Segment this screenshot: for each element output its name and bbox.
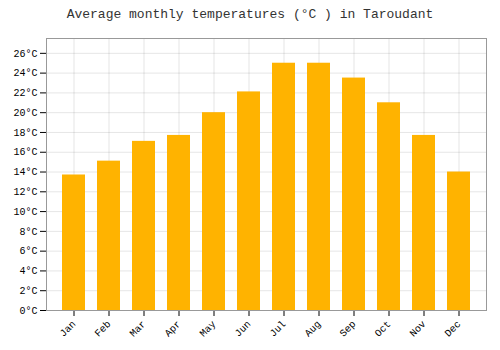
svg-text:Mar: Mar (128, 319, 149, 340)
svg-text:26°C: 26°C (13, 49, 37, 60)
svg-text:4°C: 4°C (19, 266, 37, 277)
svg-text:16°C: 16°C (13, 147, 37, 158)
html-text:Average monthly temperatures (: Average monthly temperatures (°C ) in Ta… (66, 7, 434, 22)
svg-text:20°C: 20°C (13, 108, 37, 119)
svg-text:14°C: 14°C (13, 167, 37, 178)
svg-text:Jan: Jan (58, 319, 79, 340)
svg-text:Oct: Oct (373, 319, 394, 340)
svg-text:12°C: 12°C (13, 187, 37, 198)
svg-text:6°C: 6°C (19, 246, 37, 257)
svg-text:May: May (198, 319, 219, 340)
svg-text:Aug: Aug (303, 319, 324, 340)
svg-text:Nov: Nov (408, 319, 429, 340)
svg-text:0°C: 0°C (19, 306, 37, 317)
svg-text:Jul: Jul (268, 319, 289, 340)
svg-text:8°C: 8°C (19, 227, 37, 238)
svg-text:Dec: Dec (443, 319, 464, 340)
svg-text:Jun: Jun (233, 319, 254, 340)
svg-text:18°C: 18°C (13, 128, 37, 139)
svg-text:24°C: 24°C (13, 68, 37, 79)
svg-text:Sep: Sep (338, 319, 359, 340)
svg-text:2°C: 2°C (19, 286, 37, 297)
svg-text:10°C: 10°C (13, 207, 37, 218)
svg-text:Apr: Apr (163, 319, 184, 340)
svg-text:22°C: 22°C (13, 88, 37, 99)
svg-text:Feb: Feb (93, 319, 114, 340)
